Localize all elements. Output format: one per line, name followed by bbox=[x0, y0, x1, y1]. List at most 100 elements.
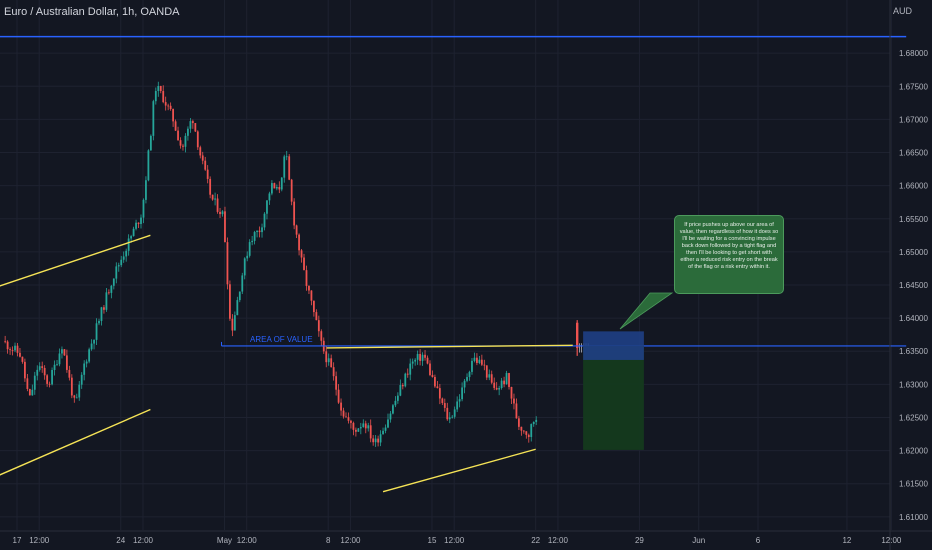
candle-body bbox=[419, 354, 422, 361]
price-tick-label: 1.63000 bbox=[899, 380, 928, 389]
candle-body bbox=[167, 105, 170, 107]
candle-body bbox=[253, 232, 256, 241]
candle-body bbox=[24, 361, 26, 379]
candle-body bbox=[80, 374, 83, 385]
candle-body bbox=[500, 380, 503, 389]
candle-body bbox=[532, 421, 535, 425]
candle-body bbox=[28, 388, 31, 396]
price-axis[interactable]: 1.68000 1.67500 1.67000 1.66500 1.66000 1.655… bbox=[889, 0, 928, 550]
trade-note-callout[interactable]: If price pushes up above our area of val… bbox=[674, 215, 784, 294]
trendline bbox=[0, 234, 151, 287]
candle-body bbox=[488, 374, 491, 378]
candle-body bbox=[182, 145, 184, 147]
candle-body bbox=[490, 374, 493, 383]
candle-body bbox=[229, 284, 231, 319]
stop-zone bbox=[583, 331, 644, 360]
trendline bbox=[0, 408, 151, 476]
candle-body bbox=[226, 242, 229, 285]
candle-body bbox=[130, 236, 133, 239]
candle-body bbox=[275, 187, 278, 189]
candle-body bbox=[100, 307, 103, 321]
candle-body bbox=[495, 387, 498, 390]
candle-body bbox=[61, 349, 63, 354]
candle-body bbox=[411, 361, 414, 364]
candle-body bbox=[520, 426, 523, 431]
candle-body bbox=[120, 259, 123, 266]
candle-body bbox=[117, 265, 120, 267]
candle-body bbox=[196, 131, 199, 148]
candle-body bbox=[63, 349, 66, 356]
candle-body bbox=[317, 320, 320, 332]
candle-body bbox=[137, 222, 140, 224]
chart-title: Euro / Australian Dollar, 1h, OANDA bbox=[4, 6, 180, 18]
candle-body bbox=[426, 357, 429, 364]
candle-body bbox=[350, 420, 352, 423]
candle-body bbox=[95, 323, 98, 340]
candle-body bbox=[273, 183, 276, 189]
candle-body bbox=[352, 422, 355, 430]
candle-body bbox=[466, 377, 468, 381]
candle-body bbox=[189, 121, 192, 129]
chart-drawings bbox=[0, 35, 907, 493]
candle-body bbox=[396, 395, 399, 401]
candle-body bbox=[384, 427, 387, 431]
candle-body bbox=[364, 423, 367, 429]
candle-body bbox=[199, 147, 202, 156]
candle-body bbox=[367, 425, 370, 429]
candle-body bbox=[70, 377, 73, 396]
candle-body bbox=[453, 409, 456, 417]
price-tick-label: 1.61000 bbox=[899, 513, 928, 522]
candle-body bbox=[214, 198, 216, 200]
candle-body bbox=[98, 320, 100, 324]
candle-body bbox=[503, 380, 505, 385]
price-tick-label: 1.67000 bbox=[899, 115, 928, 124]
candle-body bbox=[480, 359, 483, 365]
candle-body bbox=[471, 360, 473, 372]
candle-body bbox=[83, 363, 86, 375]
candle-body bbox=[241, 275, 244, 292]
candle-body bbox=[332, 367, 335, 377]
candle-body bbox=[56, 364, 58, 366]
candle-body bbox=[522, 430, 525, 432]
candle-body bbox=[303, 257, 305, 271]
candle-body bbox=[233, 315, 236, 331]
price-tick-label: 1.64000 bbox=[899, 314, 928, 323]
candle-body bbox=[312, 300, 315, 313]
candle-body bbox=[19, 352, 21, 357]
time-axis[interactable]: 17 12:00 24 12:00 May 12:00 8 12:00 15 12:00 22 12:… bbox=[0, 530, 932, 545]
candle-body bbox=[414, 359, 417, 362]
candle-body bbox=[374, 438, 377, 443]
candle-body bbox=[530, 424, 533, 438]
candle-body bbox=[315, 312, 318, 321]
candle-body bbox=[209, 178, 212, 195]
candle-body bbox=[382, 430, 384, 435]
candle-body bbox=[456, 401, 459, 410]
candle-body bbox=[145, 180, 147, 200]
candle-body bbox=[280, 177, 283, 190]
candle-body bbox=[251, 240, 254, 243]
time-tick-label: 12:00 bbox=[881, 536, 902, 545]
candle-body bbox=[362, 423, 365, 428]
candle-body bbox=[164, 102, 167, 106]
candle-body bbox=[85, 361, 88, 364]
time-tick-label: 15 bbox=[428, 536, 437, 545]
candle-body bbox=[256, 230, 258, 233]
candle-body bbox=[68, 369, 71, 378]
candle-body bbox=[149, 135, 152, 151]
candle-body bbox=[125, 250, 128, 257]
candle-body bbox=[505, 373, 508, 385]
candle-body bbox=[399, 385, 402, 396]
candle-body bbox=[468, 371, 471, 378]
candle-body bbox=[535, 419, 538, 422]
candle-body bbox=[438, 388, 441, 399]
candle-body bbox=[16, 345, 19, 353]
candle-body bbox=[342, 410, 345, 417]
candle-body bbox=[446, 407, 449, 420]
candle-body bbox=[525, 431, 528, 435]
candle-body bbox=[330, 358, 333, 368]
candle-body bbox=[132, 228, 135, 237]
candle-body bbox=[527, 434, 530, 438]
candle-body bbox=[327, 358, 330, 363]
